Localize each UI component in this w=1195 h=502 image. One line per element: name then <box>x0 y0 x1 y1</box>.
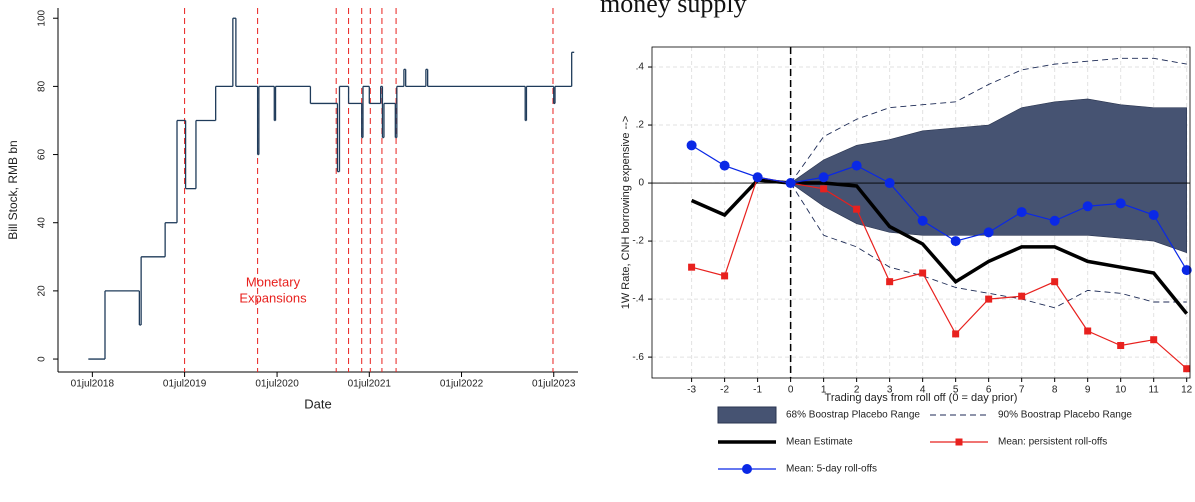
point <box>1016 207 1027 218</box>
annotation: Monetary <box>246 274 301 289</box>
series-line <box>691 144 1188 271</box>
y-tick-label: -.4 <box>632 294 644 305</box>
point <box>721 272 729 280</box>
point <box>1148 209 1159 220</box>
x-tick-label: 5 <box>953 385 959 396</box>
point <box>688 263 696 271</box>
point <box>1183 365 1191 373</box>
point <box>950 236 961 247</box>
legend-swatch <box>717 406 777 424</box>
point <box>886 278 894 286</box>
point <box>917 215 928 226</box>
point <box>952 330 960 338</box>
legend-label: 68% Boostrap Placebo Range <box>786 410 920 421</box>
x-tick-label: -1 <box>753 385 762 396</box>
legend-marker <box>955 438 963 446</box>
point <box>853 205 861 213</box>
legend-label: Mean Estimate <box>786 437 853 448</box>
point <box>785 178 796 189</box>
x-tick-label: 11 <box>1148 385 1159 396</box>
legend-marker <box>742 464 752 474</box>
x-tick-label: 01jul2021 <box>348 379 392 390</box>
legend-label: Mean: persistent roll-offs <box>998 437 1107 448</box>
legend-label: 90% Boostrap Placebo Range <box>998 410 1132 421</box>
x-tick-label: 2 <box>854 385 860 396</box>
point <box>1115 198 1126 209</box>
point <box>1150 336 1158 344</box>
point <box>1181 265 1192 276</box>
x-tick-label: 10 <box>1115 385 1127 396</box>
x-tick-label: 01jul2018 <box>71 379 115 390</box>
x-tick-label: 0 <box>788 385 794 396</box>
x-tick-label: 01jul2023 <box>532 379 576 390</box>
legend-item: Mean Estimate <box>718 437 853 448</box>
y-tick-label: 20 <box>37 285 48 297</box>
x-tick-label: 7 <box>1019 385 1025 396</box>
x-tick-label: 01jul2022 <box>440 379 484 390</box>
annotation: Expansions <box>239 290 307 305</box>
y-axis-label: 1W Rate, CNH borrowing expensive --> <box>620 116 632 310</box>
x-tick-label: 6 <box>986 385 992 396</box>
x-tick-label: 8 <box>1052 385 1058 396</box>
x-axis-label: Date <box>304 396 331 411</box>
point <box>1051 278 1059 286</box>
y-tick-label: 80 <box>37 80 48 92</box>
point <box>851 160 862 171</box>
legend-label: Mean: 5-day roll-offs <box>786 464 877 475</box>
series-line <box>690 178 1189 315</box>
point <box>1084 327 1092 335</box>
y-tick-label: 100 <box>37 9 48 26</box>
point <box>719 160 730 171</box>
legend-item: Mean: 5-day roll-offs <box>718 464 877 475</box>
y-tick-label: 0 <box>37 356 48 362</box>
x-tick-label: 01jul2020 <box>255 379 299 390</box>
point <box>1018 292 1026 300</box>
y-tick-label: 0 <box>638 178 644 189</box>
x-tick-label: 4 <box>920 385 926 396</box>
confidence-band <box>790 98 1187 254</box>
x-tick-label: -2 <box>720 385 729 396</box>
y-tick-label: 40 <box>37 217 48 229</box>
y-tick-label: 60 <box>37 149 48 161</box>
y-tick-label: -.6 <box>632 352 644 363</box>
plot-frame <box>651 46 1191 379</box>
y-tick-label: .2 <box>636 120 645 131</box>
point <box>1082 201 1093 212</box>
chart-title: money supply <box>600 0 747 18</box>
point <box>686 140 697 151</box>
point <box>1049 215 1060 226</box>
x-tick-label: -3 <box>687 385 696 396</box>
point <box>820 185 828 193</box>
point <box>752 172 763 183</box>
point <box>1117 342 1125 350</box>
x-tick-label: 1 <box>821 385 827 396</box>
x-tick-label: 9 <box>1085 385 1091 396</box>
point <box>985 295 993 303</box>
point <box>919 269 927 277</box>
legend-item: 90% Boostrap Placebo Range <box>930 410 1132 421</box>
point <box>884 178 895 189</box>
x-axis-label: Trading days from roll off (0 = day prio… <box>825 392 1018 404</box>
y-axis-label: Bill Stock, RMB bn <box>6 140 20 239</box>
point <box>983 227 994 238</box>
x-tick-label: 3 <box>887 385 893 396</box>
range-line <box>790 57 1187 184</box>
legend-item: Mean: persistent roll-offs <box>930 437 1107 448</box>
legend-item: 68% Boostrap Placebo Range <box>717 406 920 424</box>
y-tick-label: -.2 <box>632 236 644 247</box>
y-tick-label: .4 <box>636 62 645 73</box>
x-tick-label: 12 <box>1181 385 1193 396</box>
point <box>818 172 829 183</box>
x-tick-label: 01jul2019 <box>163 379 207 390</box>
